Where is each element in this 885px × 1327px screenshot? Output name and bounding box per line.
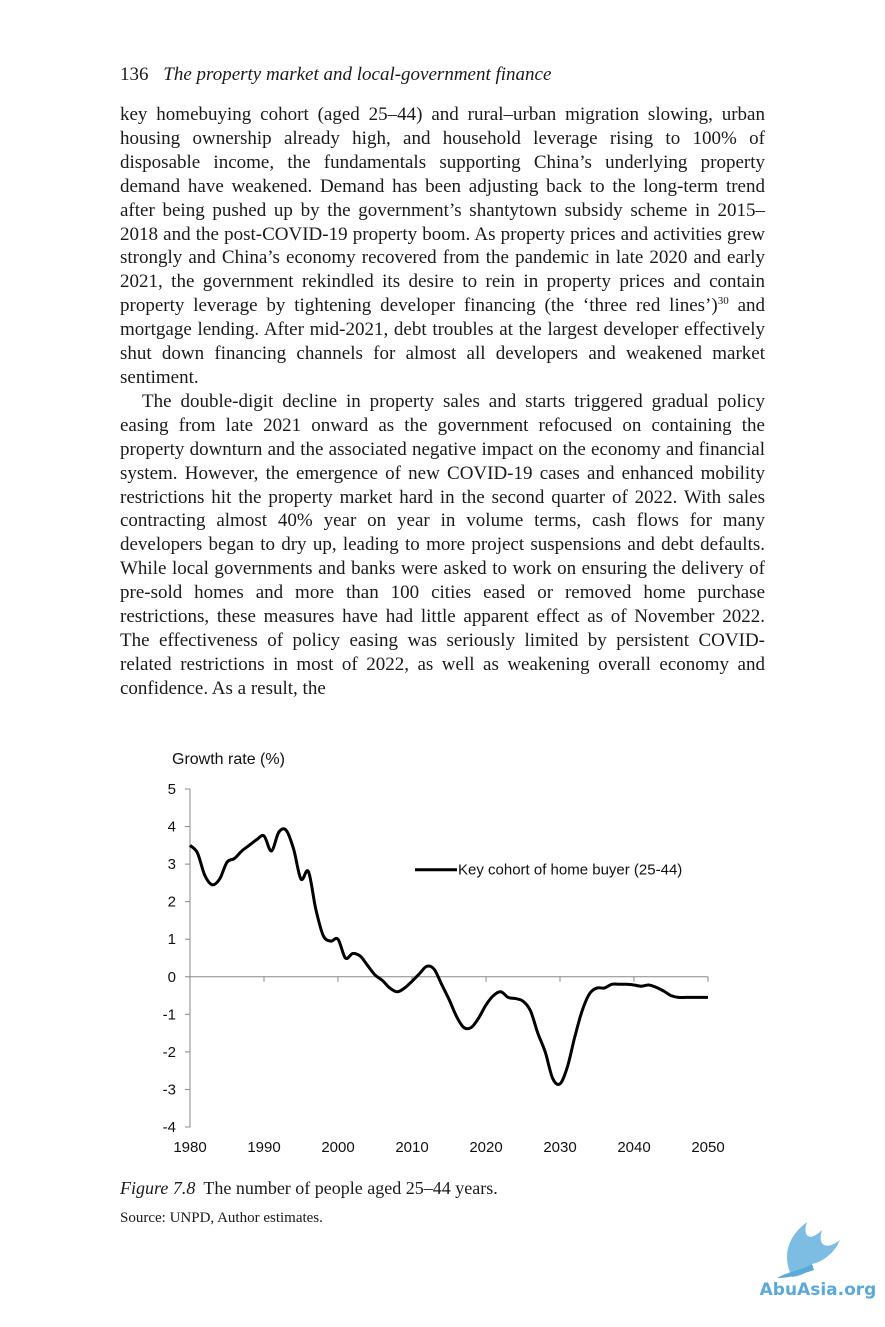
y-tick-label: 3 <box>168 856 176 873</box>
x-tick-label: 2010 <box>395 1139 428 1156</box>
paragraph-1-text-end: and mortgage lending. After mid-2021, de… <box>120 295 766 388</box>
x-tick-label: 2040 <box>617 1139 650 1156</box>
body-text: key homebuying cohort (aged 25–44) and r… <box>120 103 765 701</box>
figure-7-8: Growth rate (%) 5 4 3 2 1 0 -1 -2 -3 -4 1980 1990 20… <box>150 742 740 1162</box>
chart-series <box>188 827 708 1086</box>
y-tick-label: 1 <box>168 931 176 948</box>
y-tick-label: 2 <box>168 894 176 911</box>
chart-ticks: 5 4 3 2 1 0 -1 -2 -3 -4 1980 1990 2000 2010 2020 2030 20… <box>163 781 725 1156</box>
series-line-key-cohort <box>188 827 708 1086</box>
y-tick-label: 4 <box>168 819 176 836</box>
y-tick-label: 0 <box>168 969 176 986</box>
x-tick-label: 1990 <box>247 1139 280 1156</box>
chart-axes <box>189 789 708 1127</box>
legend-label: Key cohort of home buyer (25-44) <box>458 862 682 879</box>
x-tick-label: 1980 <box>173 1139 206 1156</box>
y-tick-label: 5 <box>168 781 176 798</box>
line-chart: Growth rate (%) 5 4 3 2 1 0 -1 -2 -3 -4 1980 1990 20… <box>163 751 725 1156</box>
y-tick-label: -2 <box>163 1044 176 1061</box>
running-title: The property market and local-government… <box>163 64 552 85</box>
x-tick-label: 2000 <box>321 1139 354 1156</box>
x-tick-label: 2050 <box>691 1139 724 1156</box>
paragraph-2: The double-digit decline in property sal… <box>120 390 765 699</box>
y-tick-label: -1 <box>163 1006 176 1023</box>
x-tick-label: 2030 <box>543 1139 576 1156</box>
figure-label: Figure 7.8 <box>120 1178 196 1198</box>
paragraph-1-text: key homebuying cohort (aged 25–44) and r… <box>120 104 765 317</box>
figure-caption: Figure 7.8 The number of people aged 25–4… <box>120 1178 498 1199</box>
footnote-marker[interactable]: 30 <box>717 295 729 308</box>
watermark: AbuAsia.org <box>752 1212 884 1312</box>
paragraph-1: key homebuying cohort (aged 25–44) and r… <box>120 103 765 390</box>
figure-caption-text: The number of people aged 25–44 years. <box>203 1178 498 1198</box>
running-header: 136 The property market and local-govern… <box>120 64 551 86</box>
page-number: 136 <box>120 64 149 85</box>
bird-logo-icon <box>777 1222 840 1278</box>
chart-legend: Key cohort of home buyer (25-44) <box>415 862 682 879</box>
y-tick-label: -3 <box>163 1081 176 1098</box>
x-tick-label: 2020 <box>469 1139 502 1156</box>
watermark-text: AbuAsia.org <box>759 1280 877 1300</box>
figure-source: Source: UNPD, Author estimates. <box>120 1210 323 1226</box>
y-axis-label: Growth rate (%) <box>172 751 285 768</box>
y-tick-label: -4 <box>163 1119 176 1136</box>
